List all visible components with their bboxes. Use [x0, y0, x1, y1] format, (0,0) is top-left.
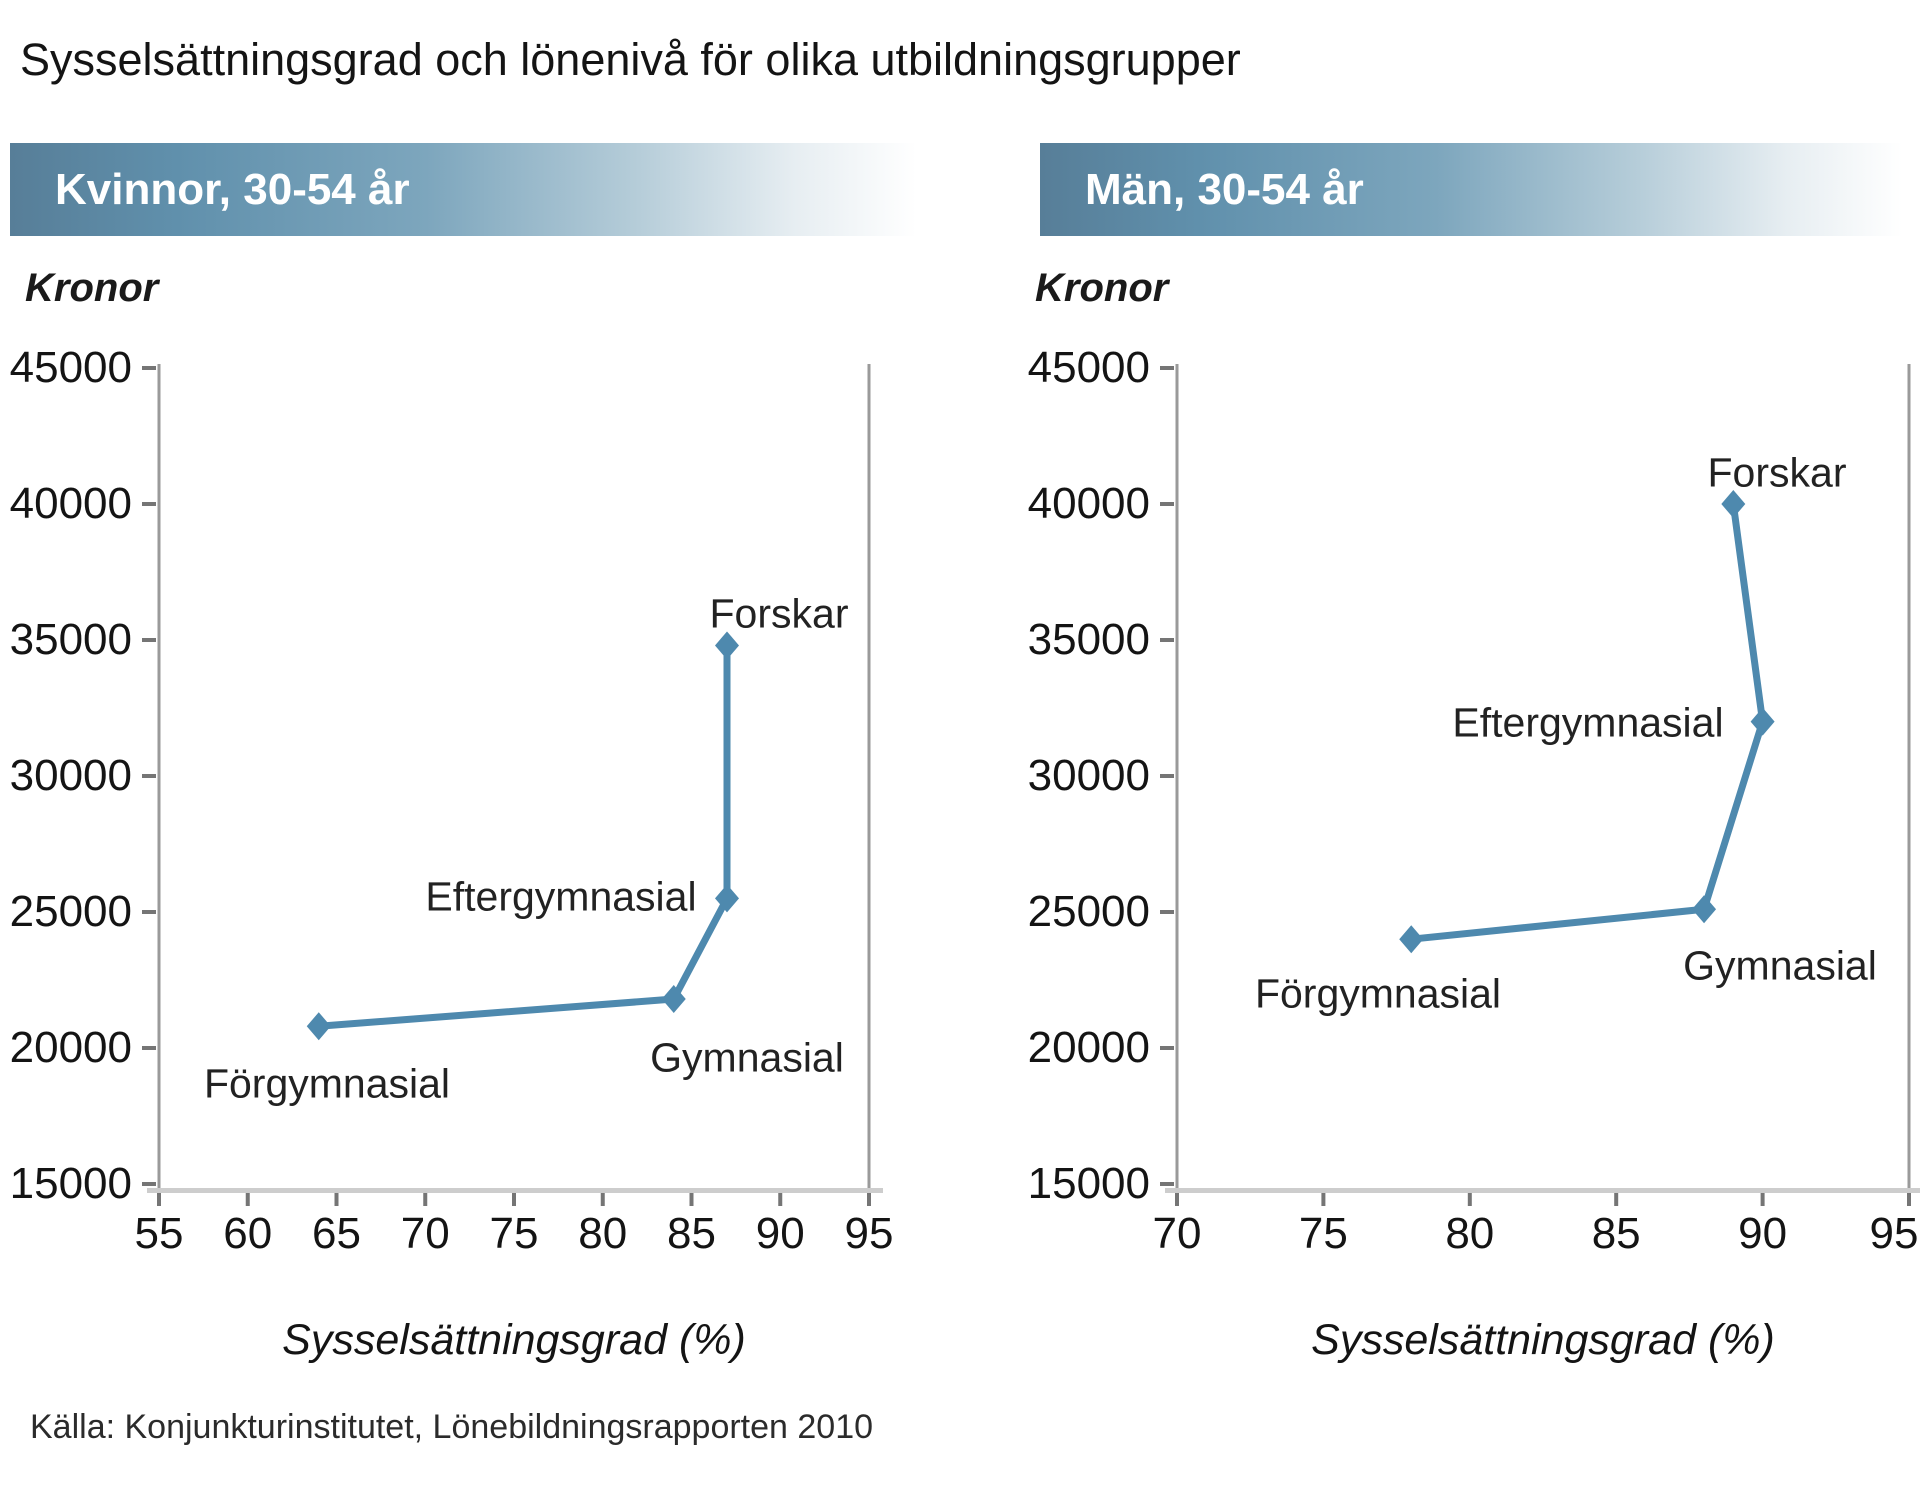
x-tick-men	[1321, 1193, 1326, 1206]
point-label-eftergymnasial-men: Eftergymnasial	[1452, 699, 1724, 746]
y-tick-women	[142, 1046, 156, 1050]
x-tick-label-women: 65	[312, 1209, 361, 1258]
x-tick-label-men: 75	[1298, 1209, 1348, 1258]
x-tick-women	[600, 1193, 605, 1206]
x-tick-label-women: 80	[578, 1209, 628, 1258]
y-tick-men	[1160, 502, 1174, 506]
x-tick-label-women: 60	[223, 1209, 273, 1258]
x-tick-men	[1760, 1193, 1765, 1206]
y-axis-women	[157, 364, 161, 1194]
point-label-forgymnasial-men: Förgymnasial	[1254, 970, 1502, 1017]
data-line-women	[315, 641, 731, 1030]
x-axis-title-men: Sysselsättningsgrad (%)	[1311, 1316, 1775, 1364]
x-tick-women	[512, 1193, 516, 1206]
y-tick-label-men: 35000	[1027, 615, 1150, 664]
panel-header-women-label: Kvinnor, 30-54 år	[55, 165, 410, 214]
chart-title: Sysselsättningsgrad och lönenivå för oli…	[20, 34, 1241, 85]
y-tick-label-women: 20000	[9, 1023, 132, 1072]
x-tick-women	[157, 1193, 161, 1206]
x-tick-women	[423, 1193, 428, 1206]
y-tick-women	[142, 1182, 156, 1186]
y-tick-label-women: 45000	[9, 343, 132, 392]
x-tick-men	[1467, 1193, 1472, 1206]
panel-header-men: Män, 30-54 år	[1040, 143, 1920, 236]
y-tick-label-women: 15000	[9, 1159, 132, 1208]
y-tick-men	[1160, 638, 1174, 642]
source-note: Källa: Konjunkturinstitutet, Lönebildnin…	[30, 1408, 874, 1446]
point-label-gymnasial-women: Gymnasial	[650, 1034, 844, 1081]
x-tick-women	[867, 1193, 871, 1206]
point-marker-forskar-men	[1721, 490, 1746, 518]
y-tick-label-men: 25000	[1027, 887, 1150, 936]
y-tick-women	[142, 774, 156, 778]
panel-header-women: Kvinnor, 30-54 år	[10, 143, 935, 236]
y-tick-label-women: 40000	[9, 479, 132, 528]
y-tick-women	[142, 910, 156, 914]
y-tick-label-women: 25000	[9, 887, 132, 936]
y-tick-men	[1160, 910, 1174, 914]
x-tick-men	[1614, 1193, 1619, 1206]
point-marker-gymnasial-men	[1692, 895, 1717, 924]
y-tick-women	[142, 502, 156, 506]
x-tick-label-women: 85	[667, 1209, 716, 1258]
point-marker-eftergymnasial-women	[715, 884, 739, 913]
y-tick-men	[1160, 1182, 1174, 1186]
x-tick-men	[1175, 1193, 1179, 1206]
y-tick-label-men: 45000	[1027, 343, 1150, 392]
y-tick-label-men: 40000	[1027, 479, 1150, 528]
x-tick-label-men: 80	[1445, 1209, 1495, 1258]
point-label-gymnasial-men: Gymnasial	[1683, 942, 1877, 989]
y-tick-women	[142, 638, 156, 642]
point-label-forskar-women: Forskar	[709, 590, 849, 637]
y-axis-title-women: Kronor	[25, 266, 159, 310]
panel-header-men-label: Män, 30-54 år	[1085, 165, 1364, 214]
y-tick-men	[1160, 366, 1174, 370]
x-tick-label-men: 85	[1591, 1209, 1641, 1258]
y-tick-men	[1160, 1046, 1174, 1050]
y-tick-label-women: 30000	[9, 751, 132, 800]
x-tick-label-women: 90	[755, 1209, 805, 1258]
y-tick-label-men: 20000	[1027, 1023, 1150, 1072]
y-tick-label-women: 35000	[9, 615, 132, 664]
y-tick-men	[1160, 774, 1174, 778]
point-label-forskar-men: Forskar	[1707, 449, 1847, 496]
point-label-forgymnasial-women: Förgymnasial	[203, 1060, 451, 1107]
x-tick-label-women: 70	[400, 1209, 450, 1258]
x-tick-women	[334, 1193, 339, 1206]
plot-right-border-men	[1907, 364, 1911, 1194]
x-tick-label-women: 55	[134, 1209, 184, 1258]
x-axis-men	[1165, 1188, 1920, 1193]
x-tick-label-women: 95	[844, 1209, 894, 1258]
point-marker-forskar-women	[715, 631, 739, 660]
x-tick-label-men: 95	[1869, 1209, 1919, 1258]
x-tick-label-men: 70	[1152, 1209, 1202, 1258]
y-tick-label-men: 15000	[1027, 1159, 1150, 1208]
plot-right-border-women	[867, 364, 871, 1194]
point-marker-forgymnasial-men	[1399, 925, 1424, 954]
point-marker-forgymnasial-women	[306, 1012, 331, 1041]
x-tick-label-women: 75	[489, 1209, 539, 1258]
x-axis-women	[147, 1188, 883, 1193]
point-marker-eftergymnasial-men	[1750, 707, 1775, 736]
x-axis-title-women: Sysselsättningsgrad (%)	[282, 1316, 746, 1364]
y-tick-label-men: 30000	[1027, 751, 1150, 800]
point-marker-gymnasial-women	[661, 985, 686, 1014]
x-tick-label-men: 90	[1738, 1209, 1788, 1258]
x-tick-women	[778, 1193, 783, 1206]
x-tick-men	[1907, 1193, 1911, 1206]
y-axis-men	[1175, 364, 1179, 1194]
point-label-eftergymnasial-women: Eftergymnasial	[425, 873, 697, 920]
y-tick-women	[142, 366, 156, 370]
x-tick-women	[689, 1193, 694, 1206]
x-tick-women	[245, 1193, 250, 1206]
data-line-men	[1407, 500, 1767, 943]
y-axis-title-men: Kronor	[1035, 266, 1169, 310]
